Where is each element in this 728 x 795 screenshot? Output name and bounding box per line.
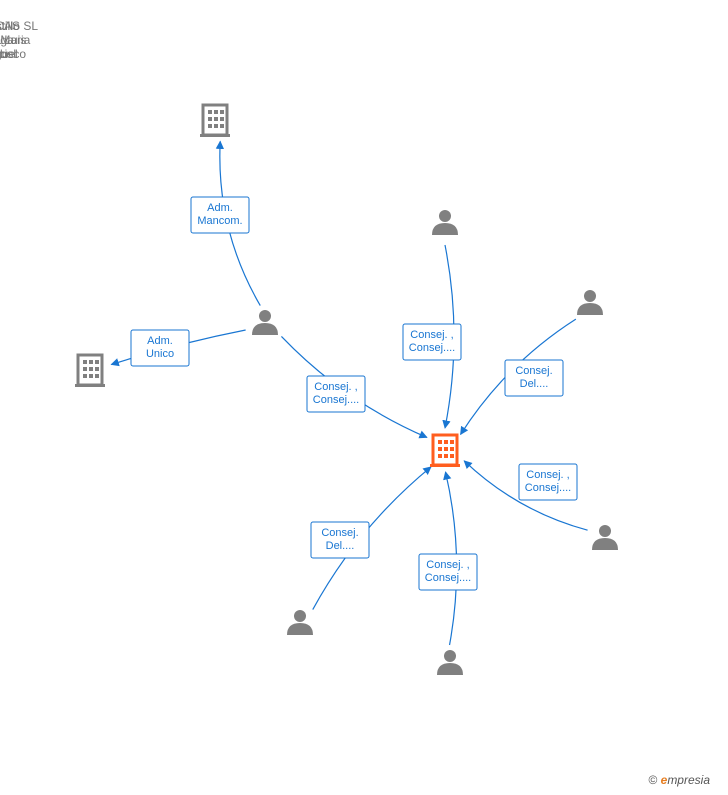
person-node[interactable] <box>592 525 618 550</box>
edge-label-text: Adm. <box>207 202 233 214</box>
node-label: Castillo <box>0 19 20 33</box>
person-node[interactable] <box>287 610 313 635</box>
edge-label-text: Consej.... <box>313 394 359 406</box>
person-node[interactable] <box>252 310 278 335</box>
node-label: Miguel <box>0 47 18 61</box>
company-node[interactable] <box>200 105 230 137</box>
footer-copyright: © empresia <box>648 773 710 787</box>
edge-label-text: Consej.... <box>425 572 471 584</box>
edge-label-text: Consej. , <box>426 559 469 571</box>
edge-label-text: Consej. , <box>526 469 569 481</box>
network-diagram: Adm.Mancom.Adm.UnicoConsej. ,Consej....C… <box>0 0 728 795</box>
edge-label-text: Consej. , <box>314 381 357 393</box>
edge-label-text: Unico <box>146 348 174 360</box>
edge-label-text: Consej. , <box>410 329 453 341</box>
edge-label-text: Adm. <box>147 335 173 347</box>
edge-label-text: Consej.... <box>409 342 455 354</box>
node-label: Vega Luis <box>0 33 26 47</box>
copyright-symbol: © <box>648 773 657 787</box>
edge-label-text: Del.... <box>520 378 549 390</box>
person-node[interactable] <box>432 210 458 235</box>
person-node[interactable] <box>577 290 603 315</box>
edge-label-text: Del.... <box>326 540 355 552</box>
edge-label-text: Consej.... <box>525 482 571 494</box>
brand-rest: mpresia <box>667 773 710 787</box>
edge-label-text: Mancom. <box>197 215 242 227</box>
edge-label-text: Consej. <box>321 527 358 539</box>
person-node[interactable] <box>437 650 463 675</box>
company-node[interactable] <box>430 435 460 467</box>
edge-label-text: Consej. <box>515 365 552 377</box>
company-node[interactable] <box>75 355 105 387</box>
